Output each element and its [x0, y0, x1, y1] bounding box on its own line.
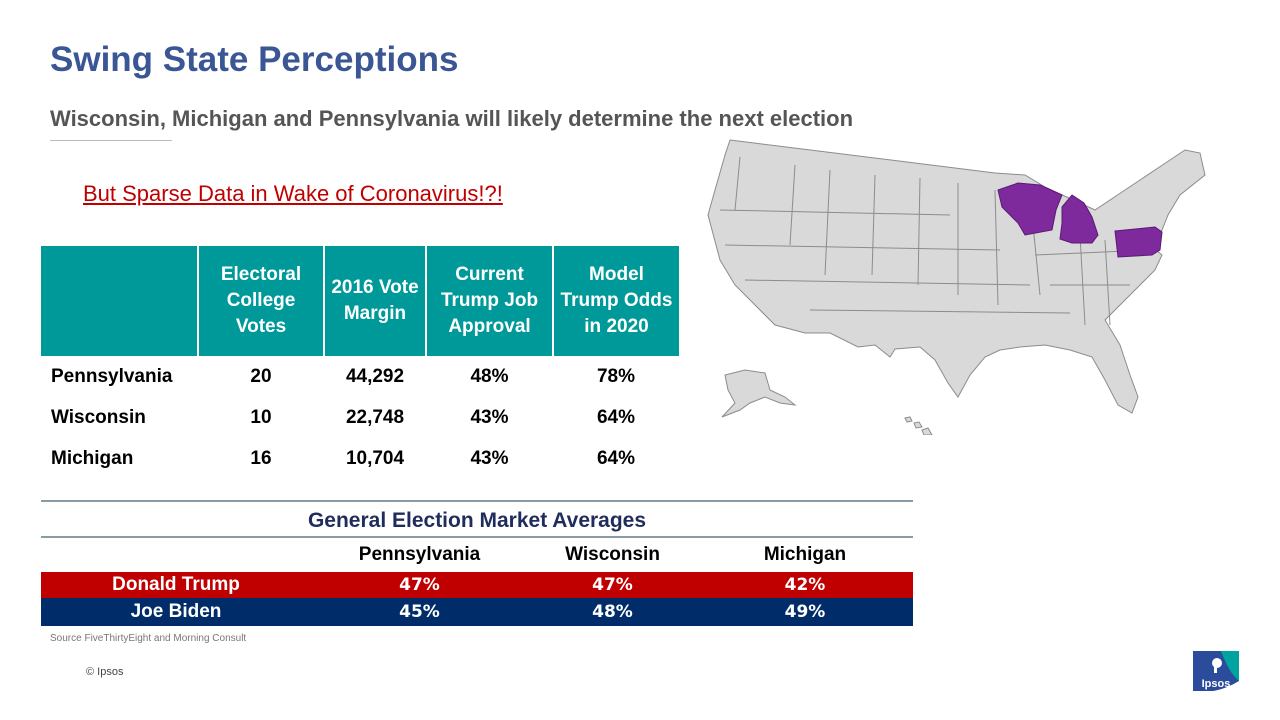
- table-row: Wisconsin 10 22,748 43% 64%: [41, 397, 679, 438]
- market-row-trump: Donald Trump 47% 47% 42%: [41, 572, 913, 598]
- market-value: 47%: [592, 575, 633, 595]
- header-model-odds: Model Trump Odds in 2020: [552, 246, 679, 356]
- vote-margin: 44,292: [345, 365, 405, 387]
- market-value: 48%: [592, 602, 633, 622]
- us-mainland-shape: [707, 139, 1206, 414]
- coronavirus-note: But Sparse Data in Wake of Coronavirus!?…: [83, 181, 503, 206]
- header-blank: [41, 246, 198, 356]
- us-map: [707, 139, 1206, 435]
- header-vote-margin: 2016 Vote Margin: [323, 246, 426, 356]
- subtitle-divider: [50, 140, 172, 141]
- electoral-votes: 20: [250, 365, 272, 387]
- pennsylvania-shape: [1114, 226, 1163, 258]
- electoral-votes: 10: [250, 406, 272, 428]
- state-name: Pennsylvania: [51, 365, 173, 387]
- candidate-name: Donald Trump: [112, 574, 240, 595]
- ipsos-logo: Ipsos: [1193, 651, 1239, 691]
- market-value: 47%: [399, 575, 440, 595]
- market-averages-panel: General Election Market Averages Pennsyl…: [41, 500, 913, 626]
- state-name: Wisconsin: [51, 406, 146, 428]
- market-col-michigan: Michigan: [763, 544, 847, 565]
- candidate-name: Joe Biden: [130, 601, 222, 622]
- hawaii-shape: [904, 416, 933, 435]
- model-odds: 64%: [596, 406, 636, 428]
- market-value: 45%: [399, 602, 440, 622]
- source-note: Source FiveThirtyEight and Morning Consu…: [50, 633, 247, 644]
- header-electoral-votes: Electoral College Votes: [197, 246, 324, 356]
- vote-margin: 10,704: [345, 447, 405, 469]
- table-row: Michigan 16 10,704 43% 64%: [41, 438, 679, 479]
- michigan-shape: [1059, 194, 1099, 244]
- job-approval: 43%: [470, 447, 509, 469]
- market-mid-rule: [41, 536, 913, 538]
- table-row: Pennsylvania 20 44,292 48% 78%: [41, 356, 679, 397]
- state-borders: [719, 156, 1151, 326]
- state-name: Michigan: [51, 447, 134, 469]
- job-approval: 43%: [470, 406, 509, 428]
- market-title: General Election Market Averages: [307, 509, 647, 532]
- page-title: Swing State Perceptions: [50, 40, 459, 79]
- alaska-shape: [721, 369, 797, 418]
- model-odds: 64%: [596, 447, 636, 469]
- market-value: 49%: [784, 602, 826, 622]
- page-subtitle: Wisconsin, Michigan and Pennsylvania wil…: [50, 106, 854, 131]
- stats-header-row: Electoral College Votes 2016 Vote Margin…: [41, 246, 679, 356]
- copyright-note: © Ipsos: [86, 666, 124, 678]
- job-approval: 48%: [470, 365, 509, 387]
- market-row-biden: Joe Biden 45% 48% 49%: [41, 598, 913, 626]
- market-col-wisconsin: Wisconsin: [565, 544, 660, 565]
- market-header-row: Pennsylvania Wisconsin Michigan: [41, 538, 913, 572]
- electoral-votes: 16: [250, 447, 272, 469]
- vote-margin: 22,748: [345, 406, 405, 428]
- market-col-pennsylvania: Pennsylvania: [358, 544, 481, 565]
- market-top-rule: [41, 500, 913, 502]
- svg-text:Ipsos: Ipsos: [1202, 678, 1231, 690]
- market-value: 42%: [784, 575, 826, 595]
- wisconsin-shape: [997, 182, 1063, 236]
- swing-state-stats-table: Electoral College Votes 2016 Vote Margin…: [41, 246, 679, 479]
- model-odds: 78%: [596, 365, 636, 387]
- header-job-approval: Current Trump Job Approval: [425, 246, 553, 356]
